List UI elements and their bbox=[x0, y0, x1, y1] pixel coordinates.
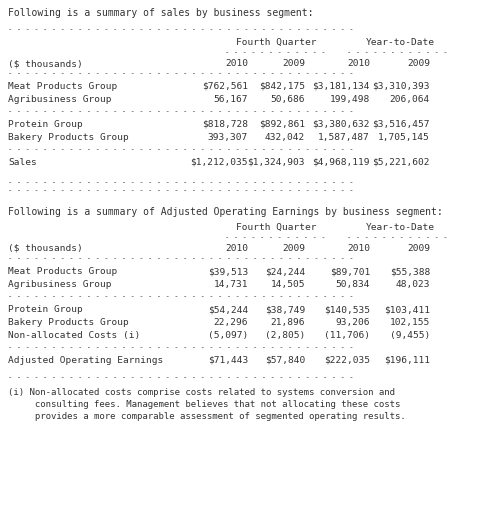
Text: (9,455): (9,455) bbox=[390, 331, 430, 340]
Text: 206,064: 206,064 bbox=[390, 95, 430, 104]
Text: $55,388: $55,388 bbox=[390, 267, 430, 276]
Text: 21,896: 21,896 bbox=[270, 318, 305, 327]
Text: - - - - - - - - - - - - - - - - - - - - - - - - - - - - - - - - - - - - - - - -: - - - - - - - - - - - - - - - - - - - - … bbox=[8, 255, 354, 261]
Text: Protein Group: Protein Group bbox=[8, 120, 83, 129]
Text: - - - - - - - - - - - - - - - - - - - - - - - - - - - - - - - - - - - - - - - -: - - - - - - - - - - - - - - - - - - - - … bbox=[8, 293, 354, 299]
Text: $4,968,119: $4,968,119 bbox=[312, 158, 370, 167]
Text: Bakery Products Group: Bakery Products Group bbox=[8, 133, 129, 142]
Text: 2009: 2009 bbox=[407, 59, 430, 68]
Text: Meat Products Group: Meat Products Group bbox=[8, 82, 117, 91]
Text: $222,035: $222,035 bbox=[324, 356, 370, 365]
Text: - - - - - - - - - - - - - - - - - - - - - - - - - - - - - - - - - - - - - - - -: - - - - - - - - - - - - - - - - - - - - … bbox=[8, 187, 354, 193]
Text: 93,206: 93,206 bbox=[336, 318, 370, 327]
Text: 1,705,145: 1,705,145 bbox=[378, 133, 430, 142]
Text: $762,561: $762,561 bbox=[202, 82, 248, 91]
Text: Non-allocated Costs (i): Non-allocated Costs (i) bbox=[8, 331, 140, 340]
Text: (11,706): (11,706) bbox=[324, 331, 370, 340]
Text: 2010: 2010 bbox=[347, 244, 370, 253]
Text: (i) Non-allocated costs comprise costs related to systems conversion and: (i) Non-allocated costs comprise costs r… bbox=[8, 388, 395, 397]
Text: Year-to-Date: Year-to-Date bbox=[366, 38, 434, 47]
Text: $818,728: $818,728 bbox=[202, 120, 248, 129]
Text: $5,221,602: $5,221,602 bbox=[372, 158, 430, 167]
Text: $3,380,632: $3,380,632 bbox=[312, 120, 370, 129]
Text: $89,701: $89,701 bbox=[330, 267, 370, 276]
Text: $196,111: $196,111 bbox=[384, 356, 430, 365]
Text: - - - - - - - - - - - -: - - - - - - - - - - - - bbox=[347, 49, 448, 55]
Text: 432,042: 432,042 bbox=[265, 133, 305, 142]
Text: 14,731: 14,731 bbox=[214, 280, 248, 289]
Text: (2,805): (2,805) bbox=[265, 331, 305, 340]
Text: 1,587,487: 1,587,487 bbox=[318, 133, 370, 142]
Text: Following is a summary of Adjusted Operating Earnings by business segment:: Following is a summary of Adjusted Opera… bbox=[8, 207, 443, 217]
Text: $140,535: $140,535 bbox=[324, 305, 370, 314]
Text: Agribusiness Group: Agribusiness Group bbox=[8, 95, 112, 104]
Text: Meat Products Group: Meat Products Group bbox=[8, 267, 117, 276]
Text: - - - - - - - - - - - -: - - - - - - - - - - - - bbox=[225, 234, 326, 240]
Text: 50,834: 50,834 bbox=[336, 280, 370, 289]
Text: 2009: 2009 bbox=[282, 59, 305, 68]
Text: Protein Group: Protein Group bbox=[8, 305, 83, 314]
Text: $3,516,457: $3,516,457 bbox=[372, 120, 430, 129]
Text: 2009: 2009 bbox=[282, 244, 305, 253]
Text: $1,324,903: $1,324,903 bbox=[248, 158, 305, 167]
Text: provides a more comparable assessment of segmented operating results.: provides a more comparable assessment of… bbox=[8, 412, 406, 421]
Text: 48,023: 48,023 bbox=[396, 280, 430, 289]
Text: 2010: 2010 bbox=[225, 244, 248, 253]
Text: 102,155: 102,155 bbox=[390, 318, 430, 327]
Text: Adjusted Operating Earnings: Adjusted Operating Earnings bbox=[8, 356, 163, 365]
Text: $57,840: $57,840 bbox=[265, 356, 305, 365]
Text: $39,513: $39,513 bbox=[208, 267, 248, 276]
Text: Agribusiness Group: Agribusiness Group bbox=[8, 280, 112, 289]
Text: $103,411: $103,411 bbox=[384, 305, 430, 314]
Text: 50,686: 50,686 bbox=[270, 95, 305, 104]
Text: 2010: 2010 bbox=[347, 59, 370, 68]
Text: Fourth Quarter: Fourth Quarter bbox=[236, 223, 316, 232]
Text: - - - - - - - - - - - -: - - - - - - - - - - - - bbox=[225, 49, 326, 55]
Text: Bakery Products Group: Bakery Products Group bbox=[8, 318, 129, 327]
Text: - - - - - - - - - - - - - - - - - - - - - - - - - - - - - - - - - - - - - - - -: - - - - - - - - - - - - - - - - - - - - … bbox=[8, 146, 354, 152]
Text: $54,244: $54,244 bbox=[208, 305, 248, 314]
Text: - - - - - - - - - - - - - - - - - - - - - - - - - - - - - - - - - - - - - - - -: - - - - - - - - - - - - - - - - - - - - … bbox=[8, 70, 354, 76]
Text: $24,244: $24,244 bbox=[265, 267, 305, 276]
Text: - - - - - - - - - - - -: - - - - - - - - - - - - bbox=[347, 234, 448, 240]
Text: Fourth Quarter: Fourth Quarter bbox=[236, 38, 316, 47]
Text: - - - - - - - - - - - - - - - - - - - - - - - - - - - - - - - - - - - - - - - -: - - - - - - - - - - - - - - - - - - - - … bbox=[8, 108, 354, 114]
Text: 2009: 2009 bbox=[407, 244, 430, 253]
Text: Sales: Sales bbox=[8, 158, 37, 167]
Text: $3,310,393: $3,310,393 bbox=[372, 82, 430, 91]
Text: $1,212,035: $1,212,035 bbox=[190, 158, 248, 167]
Text: - - - - - - - - - - - - - - - - - - - - - - - - - - - - - - - - - - - - - - - -: - - - - - - - - - - - - - - - - - - - - … bbox=[8, 26, 354, 32]
Text: - - - - - - - - - - - - - - - - - - - - - - - - - - - - - - - - - - - - - - - -: - - - - - - - - - - - - - - - - - - - - … bbox=[8, 374, 354, 380]
Text: $38,749: $38,749 bbox=[265, 305, 305, 314]
Text: ($ thousands): ($ thousands) bbox=[8, 59, 83, 68]
Text: 14,505: 14,505 bbox=[270, 280, 305, 289]
Text: $3,181,134: $3,181,134 bbox=[312, 82, 370, 91]
Text: $892,861: $892,861 bbox=[259, 120, 305, 129]
Text: 2010: 2010 bbox=[225, 59, 248, 68]
Text: $71,443: $71,443 bbox=[208, 356, 248, 365]
Text: 393,307: 393,307 bbox=[208, 133, 248, 142]
Text: consulting fees. Management believes that not allocating these costs: consulting fees. Management believes tha… bbox=[8, 400, 400, 409]
Text: - - - - - - - - - - - - - - - - - - - - - - - - - - - - - - - - - - - - - - - -: - - - - - - - - - - - - - - - - - - - - … bbox=[8, 179, 354, 185]
Text: 56,167: 56,167 bbox=[214, 95, 248, 104]
Text: - - - - - - - - - - - - - - - - - - - - - - - - - - - - - - - - - - - - - - - -: - - - - - - - - - - - - - - - - - - - - … bbox=[8, 344, 354, 350]
Text: Year-to-Date: Year-to-Date bbox=[366, 223, 434, 232]
Text: Following is a summary of sales by business segment:: Following is a summary of sales by busin… bbox=[8, 8, 314, 18]
Text: ($ thousands): ($ thousands) bbox=[8, 244, 83, 253]
Text: (5,097): (5,097) bbox=[208, 331, 248, 340]
Text: 199,498: 199,498 bbox=[330, 95, 370, 104]
Text: 22,296: 22,296 bbox=[214, 318, 248, 327]
Text: $842,175: $842,175 bbox=[259, 82, 305, 91]
